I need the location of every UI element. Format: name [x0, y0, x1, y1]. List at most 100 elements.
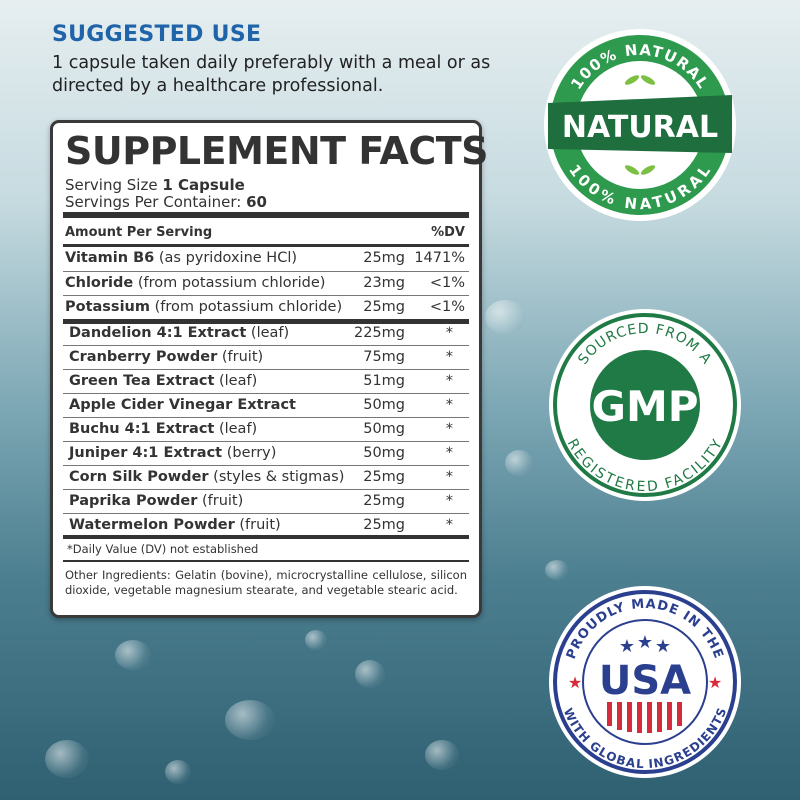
row-name-detail: (leaf): [250, 325, 290, 341]
row-dv: *: [445, 493, 453, 509]
svg-text:★: ★: [708, 673, 722, 692]
ingredient-row: Juniper 4:1 Extract (berry) 50mg *: [65, 443, 469, 465]
divider-thick: [63, 535, 469, 539]
row-name: Dandelion 4:1 Extract (leaf): [69, 325, 289, 341]
row-amount: 50mg: [363, 445, 405, 461]
row-amount: 25mg: [363, 250, 405, 266]
row-name-detail: (berry): [226, 445, 277, 461]
row-amount: 51mg: [363, 373, 405, 389]
servings-label: Servings Per Container:: [65, 193, 242, 211]
supplement-facts-label: SUPPLEMENT FACTS Serving Size 1 Capsule …: [50, 120, 489, 618]
usa-badge-center-text: USA: [599, 658, 691, 704]
row-name-main: Watermelon Powder: [69, 517, 235, 533]
row-dv: *: [445, 373, 453, 389]
row-amount: 25mg: [363, 469, 405, 485]
svg-text:★: ★: [619, 636, 635, 657]
row-name-detail: (styles & stigmas): [213, 469, 345, 485]
natural-badge-center-text: NATURAL: [562, 110, 718, 145]
row-name: Chloride (from potassium chloride): [65, 275, 325, 291]
row-name: Corn Silk Powder (styles & stigmas): [69, 469, 344, 485]
ingredient-row: Watermelon Powder (fruit) 25mg *: [65, 515, 469, 537]
row-name: Apple Cider Vinegar Extract: [69, 397, 296, 413]
row-name: Green Tea Extract (leaf): [69, 373, 257, 389]
ingredient-row: Cranberry Powder (fruit) 75mg *: [65, 347, 469, 369]
row-name-main: Paprika Powder: [69, 493, 198, 509]
row-name-detail: (fruit): [221, 349, 264, 365]
background-water-droplets: [25, 0, 775, 800]
servings-per-container: Servings Per Container: 60: [65, 193, 267, 211]
nutrient-row: Chloride (from potassium chloride) 23mg …: [65, 273, 469, 295]
row-name: Potassium (from potassium chloride): [65, 299, 342, 315]
row-name-detail: (as pyridoxine HCl): [158, 250, 298, 266]
row-name-detail: (from potassium chloride): [137, 274, 326, 291]
ingredient-row: Dandelion 4:1 Extract (leaf) 225mg *: [65, 323, 469, 345]
suggested-use-title: SUGGESTED USE: [52, 22, 262, 47]
svg-text:★: ★: [655, 636, 671, 657]
svg-text:★: ★: [568, 673, 582, 692]
row-name-main: Cranberry Powder: [69, 349, 218, 365]
row-amount: 25mg: [363, 493, 405, 509]
divider-thick: [63, 212, 469, 218]
row-dv: *: [445, 325, 453, 341]
row-amount: 50mg: [363, 397, 405, 413]
gmp-badge: SOURCED FROM A REGISTERED FACILITY GMP: [549, 309, 741, 501]
row-amount: 225mg: [353, 325, 405, 341]
row-dv: *: [445, 445, 453, 461]
ingredient-row: Paprika Powder (fruit) 25mg *: [65, 491, 469, 513]
divider-thick: [63, 319, 469, 324]
row-divider: [63, 513, 469, 514]
row-name: Watermelon Powder (fruit): [69, 517, 281, 533]
row-divider: [63, 417, 469, 418]
row-amount: 75mg: [363, 349, 405, 365]
row-name-detail: (fruit): [201, 493, 244, 509]
row-dv: <1%: [429, 274, 465, 291]
divider: [63, 244, 469, 247]
row-divider: [63, 345, 469, 346]
row-name-detail: (fruit): [239, 517, 281, 533]
row-name-main: Juniper 4:1 Extract: [69, 445, 223, 461]
suggested-use-text: 1 capsule taken daily preferably with a …: [52, 53, 491, 96]
row-name-detail: (leaf): [219, 373, 258, 389]
natural-badge: 100% NATURAL 100% NATURAL NATURAL: [544, 29, 736, 221]
row-name-main: Potassium: [65, 299, 150, 315]
star-icons: ★ ★ ★: [619, 632, 671, 657]
row-name-detail: (from potassium chloride): [154, 299, 343, 315]
ingredient-row: Green Tea Extract (leaf) 51mg *: [65, 371, 469, 393]
gmp-badge-center-text: GMP: [591, 382, 698, 431]
label-title: SUPPLEMENT FACTS: [65, 129, 489, 173]
row-name: Cranberry Powder (fruit): [69, 349, 263, 365]
row-amount: 25mg: [363, 517, 405, 533]
row-name-main: Corn Silk Powder: [69, 469, 209, 485]
row-amount: 25mg: [363, 299, 405, 315]
divider: [63, 560, 469, 562]
row-name: Buchu 4:1 Extract (leaf): [69, 421, 257, 437]
svg-text:★: ★: [637, 632, 653, 653]
row-divider: [63, 441, 469, 442]
nutrient-row: Vitamin B6 (as pyridoxine HCl) 25mg 1471…: [65, 248, 469, 270]
row-divider: [63, 465, 469, 466]
usa-badge: PROUDLY MADE IN THE WITH GLOBAL INGREDIE…: [549, 586, 741, 778]
servings-value: 60: [246, 193, 267, 211]
table-header: Amount Per Serving %DV: [65, 225, 465, 240]
nutrient-row: Potassium (from potassium chloride) 25mg…: [65, 297, 469, 319]
row-dv: *: [445, 517, 453, 533]
row-dv: *: [445, 421, 453, 437]
row-name: Vitamin B6 (as pyridoxine HCl): [65, 250, 297, 266]
row-dv: 1471%: [414, 250, 465, 266]
row-name-main: Buchu 4:1 Extract: [69, 421, 215, 437]
footnote: *Daily Value (DV) not established: [67, 542, 259, 556]
header-amount: Amount Per Serving: [65, 225, 213, 240]
header-dv: %DV: [431, 225, 465, 240]
other-ingredients: Other Ingredients: Gelatin (bovine), mic…: [65, 568, 467, 597]
ingredient-row: Buchu 4:1 Extract (leaf) 50mg *: [65, 419, 469, 441]
row-name-detail: (leaf): [218, 421, 258, 437]
row-dv: *: [445, 349, 453, 365]
row-divider: [63, 270, 469, 272]
ingredient-row: Apple Cider Vinegar Extract 50mg *: [65, 395, 469, 417]
row-divider: [63, 393, 469, 394]
row-name-main: Green Tea Extract: [69, 373, 215, 389]
row-name-main: Dandelion 4:1 Extract: [69, 325, 247, 341]
row-divider: [63, 489, 469, 490]
row-amount: 23mg: [363, 274, 405, 291]
row-dv: *: [445, 397, 453, 413]
